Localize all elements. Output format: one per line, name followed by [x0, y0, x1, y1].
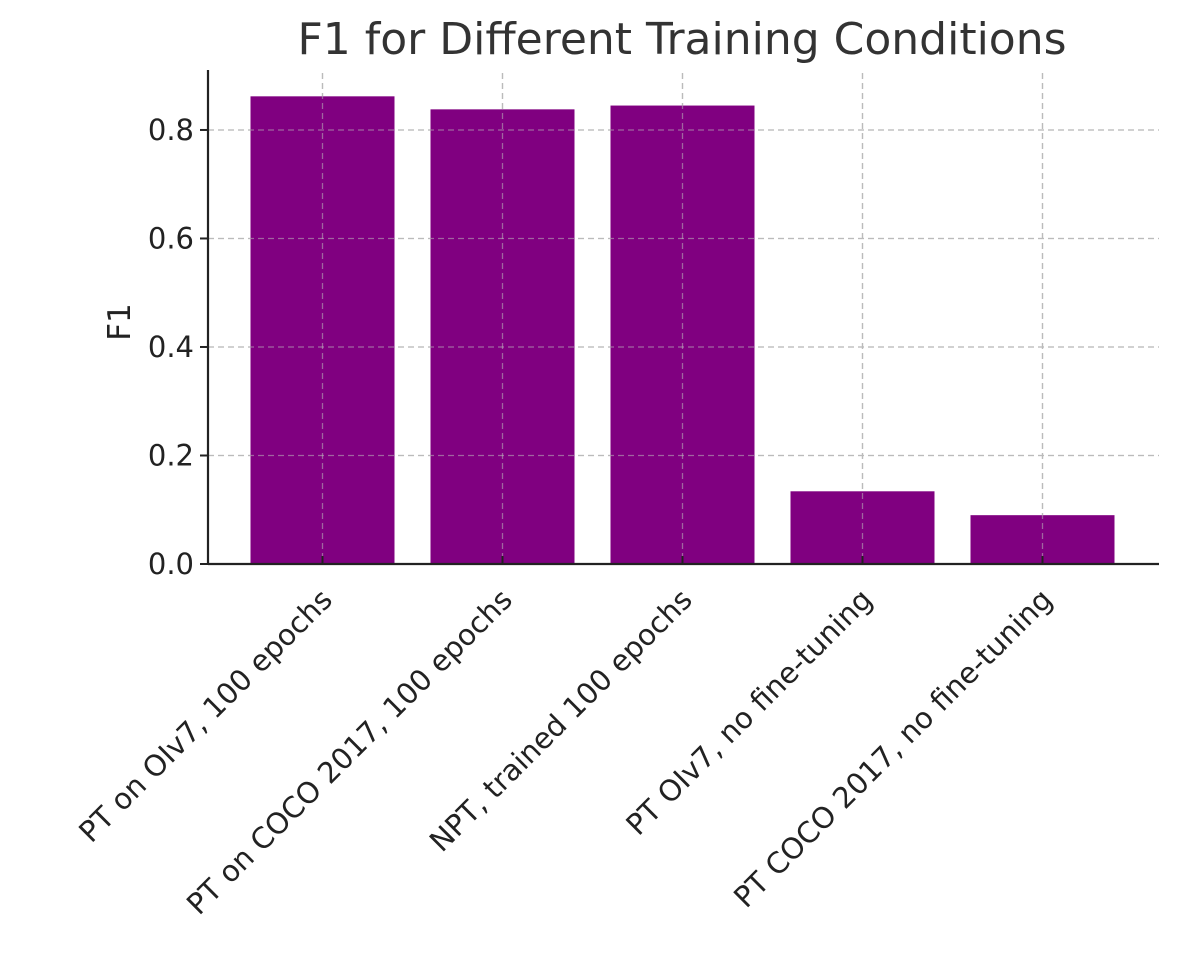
y-tick-label: 0.4: [148, 330, 194, 364]
x-tick-label: PT on COCO 2017, 100 epochs: [180, 582, 519, 921]
y-axis-label: F1: [102, 303, 138, 341]
y-tick-label: 0.0: [148, 547, 194, 581]
bars-layer: [208, 73, 1159, 564]
chart-title: F1 for Different Training Conditions: [297, 14, 1066, 65]
y-tick-label: 0.2: [148, 438, 194, 472]
y-tick-label: 0.8: [148, 113, 194, 147]
x-tick-label: PT COCO 2017, no fine-tuning: [727, 582, 1059, 914]
y-tick-label: 0.6: [148, 221, 194, 255]
